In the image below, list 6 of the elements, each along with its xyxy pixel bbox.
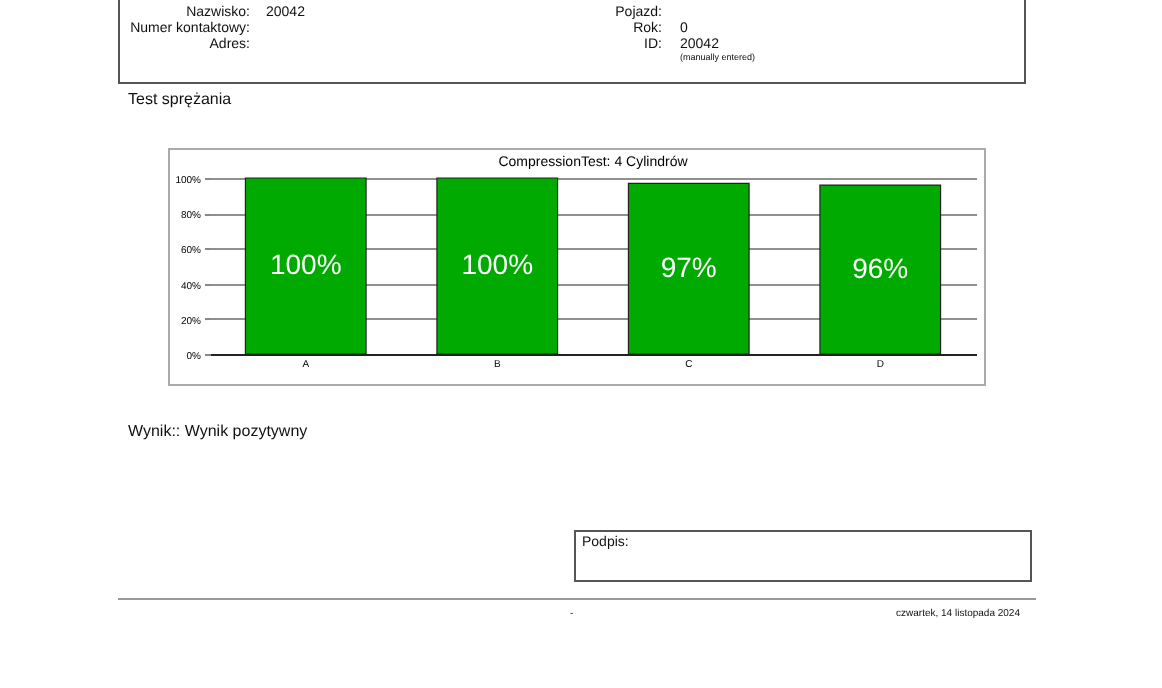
data-label: 100%	[269, 248, 342, 280]
text: Wynik:: Wynik pozytywny	[128, 422, 308, 440]
text: Test sprężania	[128, 90, 232, 108]
data-label: 97%	[660, 250, 717, 283]
data-label: 96%	[852, 251, 909, 284]
data-label: 100%	[461, 248, 534, 280]
